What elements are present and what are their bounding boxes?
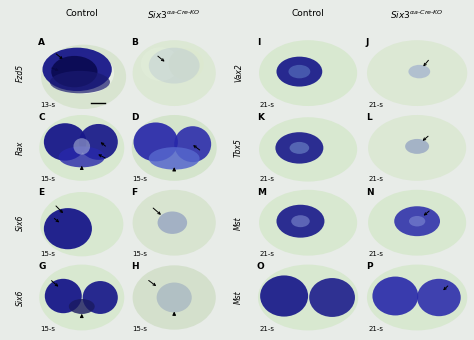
Text: $\mathit{Six3}^{\mathit{\alpha a\text{-}Cre\text{-}KO}}$: $\mathit{Six3}^{\mathit{\alpha a\text{-}… [390, 8, 444, 21]
Ellipse shape [367, 40, 467, 106]
Text: 21-s: 21-s [259, 326, 274, 332]
Text: 13-s: 13-s [40, 102, 55, 107]
Text: 15-s: 15-s [133, 251, 147, 257]
Text: D: D [131, 113, 138, 122]
Ellipse shape [141, 47, 180, 81]
Ellipse shape [82, 281, 118, 314]
Ellipse shape [132, 115, 217, 181]
Ellipse shape [40, 192, 123, 256]
Ellipse shape [409, 65, 430, 78]
Ellipse shape [259, 117, 357, 182]
Text: Mst: Mst [234, 216, 243, 230]
Ellipse shape [149, 48, 200, 84]
Ellipse shape [174, 126, 211, 162]
Ellipse shape [43, 48, 112, 91]
Text: E: E [38, 188, 45, 197]
Ellipse shape [276, 57, 322, 87]
Ellipse shape [133, 40, 216, 106]
Ellipse shape [259, 190, 357, 256]
Text: Vax2: Vax2 [234, 64, 243, 83]
Ellipse shape [44, 208, 92, 249]
Text: 21-s: 21-s [368, 326, 383, 332]
Text: Tbx5: Tbx5 [234, 138, 243, 157]
Text: 21-s: 21-s [259, 102, 274, 107]
Ellipse shape [367, 265, 467, 330]
Ellipse shape [260, 275, 308, 317]
Text: Six6: Six6 [16, 215, 25, 231]
Text: I: I [257, 38, 260, 47]
Ellipse shape [41, 45, 126, 109]
Text: $\mathit{Six3}^{\mathit{\alpha a\text{-}Cre\text{-}KO}}$: $\mathit{Six3}^{\mathit{\alpha a\text{-}… [147, 8, 201, 21]
Ellipse shape [149, 147, 200, 170]
Ellipse shape [134, 122, 178, 162]
Text: H: H [131, 262, 138, 271]
Text: 15-s: 15-s [40, 176, 55, 182]
Ellipse shape [290, 142, 309, 154]
Text: 21-s: 21-s [259, 176, 274, 182]
Ellipse shape [133, 265, 216, 330]
Ellipse shape [157, 211, 187, 234]
Text: 15-s: 15-s [40, 251, 55, 257]
Text: M: M [257, 188, 266, 197]
Ellipse shape [368, 115, 466, 181]
Ellipse shape [69, 299, 95, 314]
Ellipse shape [59, 147, 105, 167]
Ellipse shape [79, 124, 118, 160]
Text: 21-s: 21-s [259, 251, 274, 257]
Ellipse shape [51, 56, 98, 87]
Text: F: F [131, 188, 137, 197]
Text: K: K [257, 113, 264, 122]
Text: C: C [38, 113, 45, 122]
Ellipse shape [291, 215, 310, 227]
Ellipse shape [259, 40, 357, 106]
Text: P: P [366, 262, 373, 271]
Text: Six6: Six6 [16, 289, 25, 306]
Ellipse shape [394, 206, 440, 236]
Ellipse shape [39, 115, 124, 181]
Ellipse shape [44, 123, 86, 160]
Text: Rax: Rax [16, 141, 25, 155]
Text: Control: Control [292, 8, 325, 17]
Ellipse shape [409, 216, 425, 226]
Text: N: N [366, 188, 374, 197]
Ellipse shape [417, 279, 461, 316]
Ellipse shape [133, 190, 216, 256]
Text: 15-s: 15-s [133, 176, 147, 182]
Text: G: G [38, 262, 46, 271]
Ellipse shape [258, 265, 358, 330]
Ellipse shape [73, 138, 90, 155]
Text: A: A [38, 38, 46, 47]
Ellipse shape [276, 205, 324, 238]
Text: Mst: Mst [234, 291, 243, 304]
Ellipse shape [59, 52, 114, 94]
Text: 21-s: 21-s [368, 251, 383, 257]
Ellipse shape [368, 190, 466, 256]
Ellipse shape [289, 65, 310, 78]
Ellipse shape [50, 71, 110, 93]
Text: Control: Control [65, 8, 98, 17]
Text: J: J [366, 38, 369, 47]
Text: 21-s: 21-s [368, 176, 383, 182]
Text: B: B [131, 38, 137, 47]
Ellipse shape [156, 283, 192, 312]
Text: Fzd5: Fzd5 [16, 64, 25, 82]
Text: O: O [257, 262, 264, 271]
Text: L: L [366, 113, 372, 122]
Text: 15-s: 15-s [133, 326, 147, 332]
Ellipse shape [45, 279, 82, 313]
Ellipse shape [169, 48, 204, 80]
Text: 15-s: 15-s [40, 326, 55, 332]
Ellipse shape [405, 139, 429, 154]
Ellipse shape [39, 265, 124, 330]
Text: 21-s: 21-s [368, 102, 383, 107]
Ellipse shape [275, 132, 323, 164]
Ellipse shape [309, 278, 355, 317]
Ellipse shape [373, 276, 418, 316]
